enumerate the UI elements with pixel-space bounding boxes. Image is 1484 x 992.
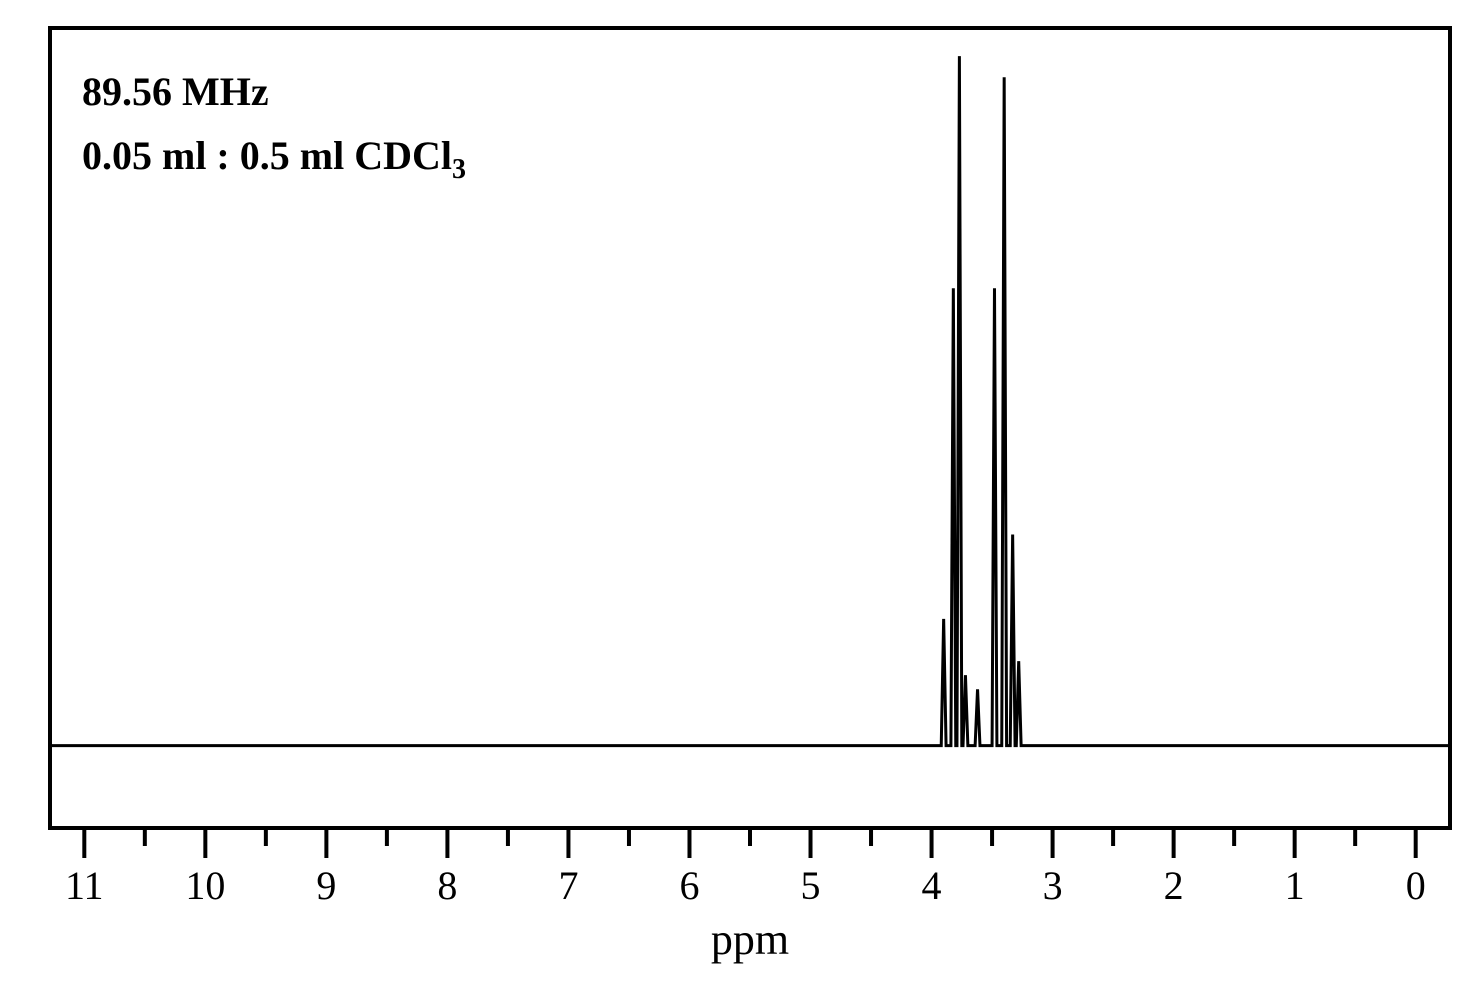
x-tick-label: 8 <box>437 862 457 909</box>
x-tick-label: 4 <box>922 862 942 909</box>
nmr-spectrum-chart: 89.56 MHz 0.05 ml : 0.5 ml CDCl3 1110987… <box>20 20 1460 970</box>
x-tick-label: 11 <box>65 862 104 909</box>
x-tick-label: 3 <box>1043 862 1063 909</box>
x-axis-label: ppm <box>711 914 789 965</box>
annotation-sample: 0.05 ml : 0.5 ml CDCl3 <box>82 132 466 186</box>
x-tick-label: 0 <box>1406 862 1426 909</box>
x-tick-label: 1 <box>1285 862 1305 909</box>
x-tick-label: 9 <box>316 862 336 909</box>
x-tick-label: 7 <box>558 862 578 909</box>
annotation-frequency: 89.56 MHz <box>82 68 269 115</box>
x-tick-label: 5 <box>801 862 821 909</box>
x-tick-label: 2 <box>1164 862 1184 909</box>
x-tick-label: 6 <box>679 862 699 909</box>
x-tick-label: 10 <box>185 862 225 909</box>
